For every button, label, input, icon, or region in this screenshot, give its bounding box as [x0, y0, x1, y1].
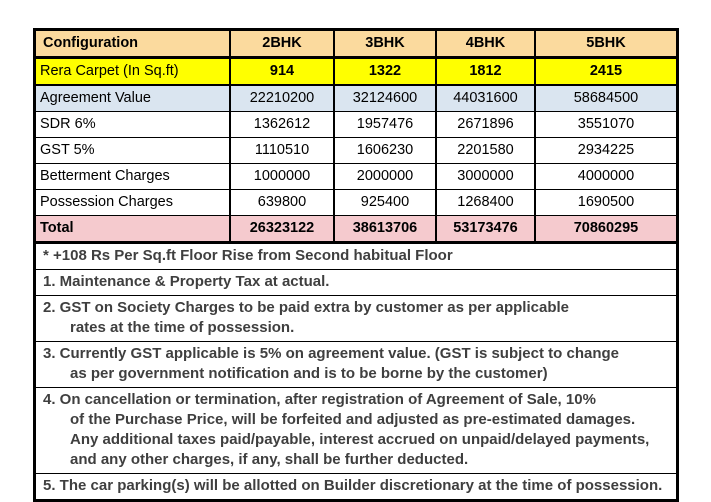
note-line: 2. GST on Society Charges to be paid ext… — [43, 299, 569, 316]
table-row: Rera Carpet (In Sq.ft) 914 1322 1812 2415 — [36, 57, 676, 86]
header-cell-3bhk: 3BHK — [333, 31, 436, 59]
value-cell: 1110510 — [229, 137, 334, 164]
value-cell: 2000000 — [333, 163, 436, 190]
value-cell: 3000000 — [435, 163, 535, 190]
note-line: 4. On cancellation or termination, after… — [43, 391, 596, 408]
value-cell: 1690500 — [534, 189, 676, 216]
header-cell-2bhk: 2BHK — [229, 31, 334, 59]
table-row: SDR 6% 1362612 1957476 2671896 3551070 — [36, 111, 676, 138]
value-cell: 2415 — [534, 57, 676, 86]
note-line: of the Purchase Price, will be forfeited… — [70, 411, 636, 428]
row-label-cell: Rera Carpet (In Sq.ft) — [36, 57, 230, 86]
table-row: GST 5% 1110510 1606230 2201580 2934225 — [36, 137, 676, 164]
note-row: 4. On cancellation or termination, after… — [36, 387, 676, 473]
value-cell: 914 — [229, 57, 334, 86]
value-cell: 1268400 — [435, 189, 535, 216]
note-row: 5. The car parking(s) will be allotted o… — [36, 473, 676, 499]
value-cell: 1362612 — [229, 111, 334, 138]
row-label-cell: GST 5% — [36, 137, 230, 164]
value-cell: 2201580 — [435, 137, 535, 164]
note-line: * +108 Rs Per Sq.ft Floor Rise from Seco… — [43, 247, 453, 264]
note-line: 1. Maintenance & Property Tax at actual. — [43, 273, 330, 290]
row-label-cell: SDR 6% — [36, 111, 230, 138]
row-label-cell: Betterment Charges — [36, 163, 230, 190]
value-cell: 32124600 — [333, 84, 436, 112]
table-row: Possession Charges 639800 925400 1268400 169… — [36, 189, 676, 216]
row-label-cell: Agreement Value — [36, 84, 230, 112]
note-line: 5. The car parking(s) will be allotted o… — [43, 477, 663, 494]
pricing-sheet: Configuration 2BHK 3BHK 4BHK 5BHK Rera Carpe… — [33, 28, 679, 502]
value-cell: 4000000 — [534, 163, 676, 190]
value-cell: 639800 — [229, 189, 334, 216]
table-body: Rera Carpet (In Sq.ft) 914 1322 1812 2415 Agr… — [36, 57, 676, 241]
value-cell: 2934225 — [534, 137, 676, 164]
note-line: 3. Currently GST applicable is 5% on agr… — [43, 345, 619, 362]
value-cell: 38613706 — [333, 215, 436, 241]
table-row: Betterment Charges 1000000 2000000 3000000 4… — [36, 163, 676, 190]
note-row: 3. Currently GST applicable is 5% on agr… — [36, 341, 676, 387]
table-header-row: Configuration 2BHK 3BHK 4BHK 5BHK — [36, 31, 676, 59]
table-row: Agreement Value 22210200 32124600 44031600 5… — [36, 84, 676, 112]
value-cell: 1957476 — [333, 111, 436, 138]
value-cell: 22210200 — [229, 84, 334, 112]
value-cell: 1322 — [333, 57, 436, 86]
table-row: Total 26323122 38613706 53173476 70860295 — [36, 215, 676, 241]
pricing-table: Configuration 2BHK 3BHK 4BHK 5BHK Rera Carpe… — [36, 31, 676, 241]
value-cell: 58684500 — [534, 84, 676, 112]
header-cell-4bhk: 4BHK — [435, 31, 535, 59]
value-cell: 925400 — [333, 189, 436, 216]
note-line: as per government notification and is to… — [70, 365, 548, 382]
notes-section: * +108 Rs Per Sq.ft Floor Rise from Seco… — [36, 241, 676, 499]
value-cell: 26323122 — [229, 215, 334, 241]
note-line: Any additional taxes paid/payable, inter… — [70, 431, 650, 448]
value-cell: 70860295 — [534, 215, 676, 241]
value-cell: 3551070 — [534, 111, 676, 138]
note-row: * +108 Rs Per Sq.ft Floor Rise from Seco… — [36, 241, 676, 269]
value-cell: 44031600 — [435, 84, 535, 112]
note-line: rates at the time of possession. — [70, 319, 295, 336]
value-cell: 2671896 — [435, 111, 535, 138]
value-cell: 1812 — [435, 57, 535, 86]
row-label-cell: Total — [36, 215, 230, 241]
row-label-cell: Possession Charges — [36, 189, 230, 216]
value-cell: 1606230 — [333, 137, 436, 164]
value-cell: 1000000 — [229, 163, 334, 190]
header-configuration-cell: Configuration — [36, 31, 230, 59]
note-row: 2. GST on Society Charges to be paid ext… — [36, 295, 676, 341]
header-cell-5bhk: 5BHK — [534, 31, 676, 59]
note-line: and any other charges, if any, shall be … — [70, 451, 469, 468]
note-row: 1. Maintenance & Property Tax at actual. — [36, 269, 676, 295]
value-cell: 53173476 — [435, 215, 535, 241]
